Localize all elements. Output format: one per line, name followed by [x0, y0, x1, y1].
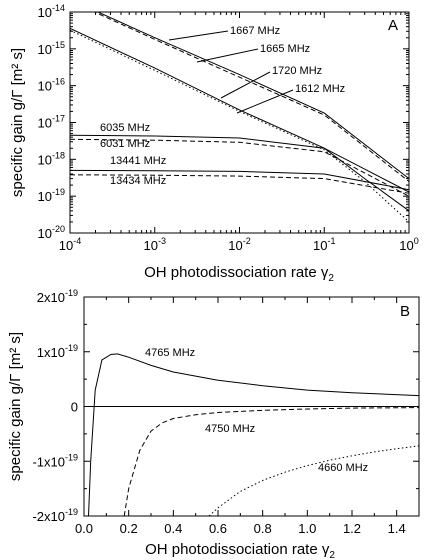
panel-b-y-tick-label: 2x10-19 — [37, 288, 78, 305]
panel-b-y-tick-label: 0 — [71, 400, 78, 415]
panel-a-y-tick-label: 10-19 — [38, 187, 65, 204]
panel-b-x-tick-label: 0.6 — [209, 521, 227, 536]
panel-b-x-tick-label: 0.2 — [120, 521, 138, 536]
panel-b-x-tick-label: 0.4 — [164, 521, 182, 536]
series-label: 6031 MHz — [100, 138, 150, 150]
panel-a-y-tick-label: 10-14 — [38, 3, 65, 20]
series-line-4660-mhz — [208, 445, 419, 516]
panel-b-y-tick-label: 1x10-19 — [37, 343, 78, 360]
series-label-leader — [196, 48, 259, 63]
series-label-leader — [168, 30, 229, 41]
series-label: 4660 MHz — [318, 462, 368, 474]
panel-a-y-tick-label: 10-15 — [38, 40, 65, 57]
panel-b-x-axis-title: OH photodissociation rate γ2 — [145, 541, 335, 560]
series-label-leader — [236, 89, 294, 114]
panel-b-x-tick-label: 0.8 — [254, 521, 272, 536]
panel-b-x-tick-label: 1.2 — [343, 521, 361, 536]
panel-b-y-tick-label: -2x10-19 — [32, 507, 78, 524]
series-label: 4765 MHz — [145, 347, 195, 359]
series-label: 1667 MHz — [230, 25, 280, 37]
series-label: 1720 MHz — [272, 65, 322, 77]
series-line-6035-mhz — [70, 134, 409, 193]
series-line-1667-mhz — [96, 12, 409, 179]
panel-a-x-tick-label: 10-3 — [144, 236, 166, 253]
panel-b-x-tick-label: 0.0 — [75, 521, 93, 536]
series-label: 1612 MHz — [295, 83, 345, 95]
panel-b-y-axis-title: specific gain g/Γ [m² s] — [7, 332, 24, 481]
series-label: 6035 MHz — [100, 122, 150, 134]
panel-a-y-tick-label: 10-18 — [38, 150, 65, 167]
panel-a-x-tick-label: 10-2 — [228, 236, 250, 253]
panel-b-y-tick-label: -1x10-19 — [32, 452, 78, 469]
panel-a-y-tick-label: 10-16 — [38, 77, 65, 94]
series-line-4750-mhz — [123, 407, 419, 516]
panel-a-x-tick-label: 10-1 — [313, 236, 335, 253]
series-line-13434-mhz — [70, 174, 409, 194]
series-label: 1665 MHz — [260, 43, 310, 55]
panel-a-plot-area — [70, 12, 409, 223]
panel-a-x-tick-label: 100 — [399, 236, 418, 253]
panel-b-x-tick-label: 1.0 — [298, 521, 316, 536]
panel-a-letter: A — [388, 17, 398, 34]
series-line-6031-mhz — [70, 138, 409, 197]
panel-a-y-tick-label: 10-17 — [38, 114, 65, 131]
panel-a-y-tick-label: 10-20 — [38, 224, 65, 241]
series-label-leader — [220, 71, 271, 99]
series-label: 4750 MHz — [205, 423, 255, 435]
panel-a-y-axis-title: specific gain g/Γ [m² s] — [9, 48, 26, 197]
series-line-4765-mhz — [88, 353, 419, 516]
panel-b-letter: B — [400, 303, 410, 320]
series-line-1720-mhz — [70, 27, 409, 212]
panel-b-x-tick-label: 1.4 — [388, 521, 406, 536]
panel-a-x-tick-label: 10-4 — [59, 236, 81, 253]
series-label: 13434 MHz — [110, 175, 166, 187]
series-line-13441-mhz — [70, 169, 409, 191]
panel-b-plot-area — [88, 353, 419, 516]
panel-a-x-axis-title: OH photodissociation rate γ2 — [144, 264, 334, 284]
series-line-1665-mhz — [93, 12, 409, 182]
series-label: 13441 MHz — [110, 155, 166, 167]
